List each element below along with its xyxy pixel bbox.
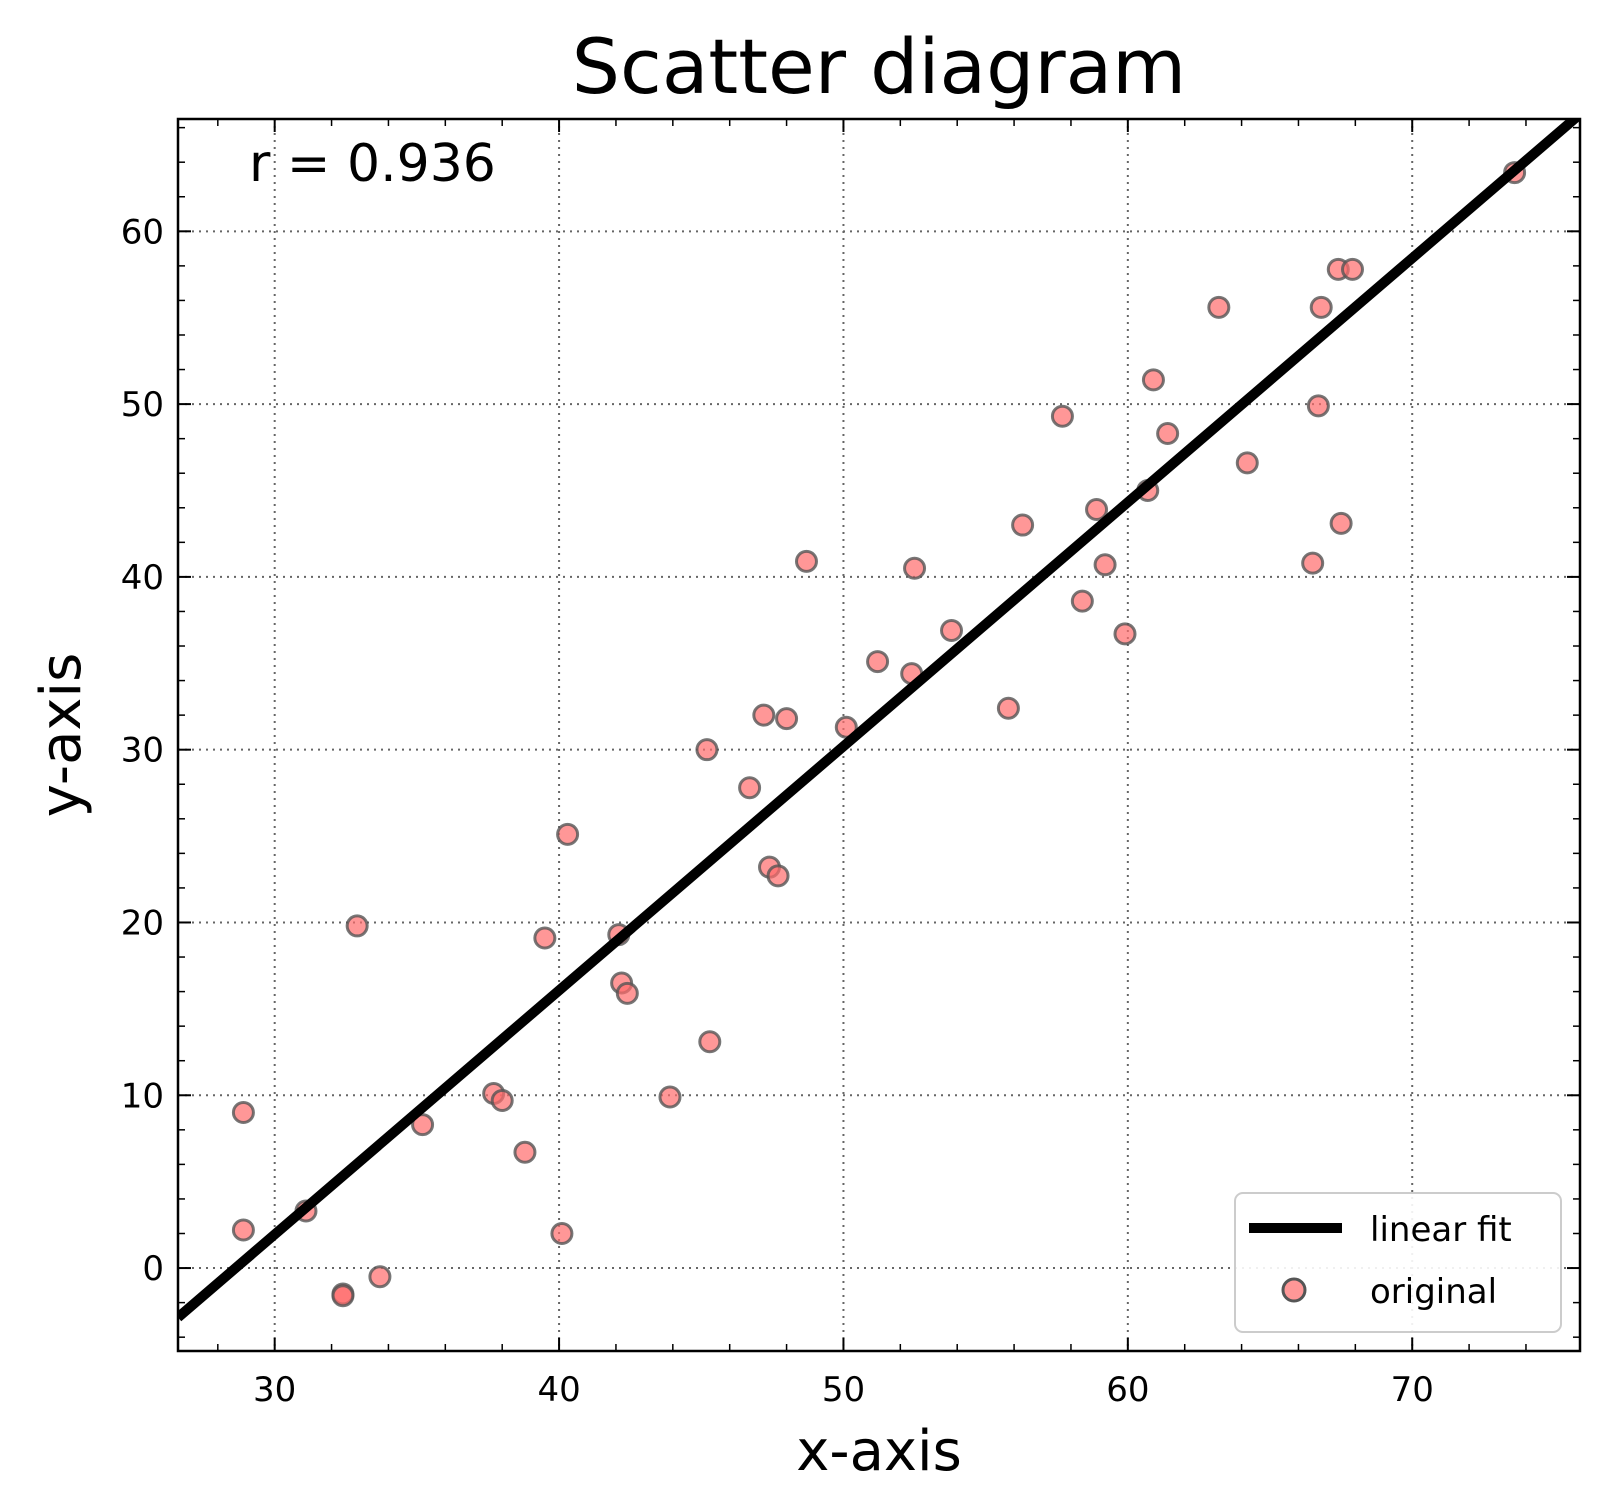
scatter-point [1050, 404, 1074, 428]
scatter-point [1085, 498, 1109, 522]
scatter-point [658, 1085, 682, 1109]
scatter-point [231, 1218, 255, 1242]
scatter-point [368, 1265, 392, 1289]
scatter-point [1070, 589, 1094, 613]
scatter-point [411, 1113, 435, 1137]
scatter-point [698, 1030, 722, 1054]
legend: linear fit original [1234, 1192, 1562, 1333]
scatter-point [1301, 551, 1325, 575]
scatter-point [903, 556, 927, 580]
scatter-point [1329, 511, 1353, 535]
scatter-point [1011, 513, 1035, 537]
y-tick-label: 0 [142, 1249, 164, 1289]
scatter-point [766, 864, 790, 888]
scatter-point [794, 549, 818, 573]
scatter-point [1235, 451, 1259, 475]
tick-labels: 30 40 50 60 70 0 10 20 30 40 50 60 [121, 212, 1434, 1410]
chart-title: Scatter diagram [572, 22, 1186, 111]
x-tick-label: 30 [253, 1370, 296, 1410]
scatter-point [1309, 295, 1333, 319]
x-axis-label: x-axis [796, 1419, 962, 1484]
scatter-point [996, 696, 1020, 720]
scatter-point [1156, 421, 1180, 445]
scatter-point [231, 1101, 255, 1125]
y-tick-label: 30 [121, 731, 164, 771]
scatter-point [1306, 394, 1330, 418]
legend-original-swatch [1281, 1277, 1307, 1303]
plot-frame [176, 117, 1582, 1353]
scatter-point [1340, 257, 1364, 281]
scatter-point [1141, 368, 1165, 392]
scatter-point [738, 776, 762, 800]
scatter-point [533, 926, 557, 950]
x-tick-label: 50 [822, 1370, 865, 1410]
grid-lines [178, 119, 1580, 1351]
scatter-point [615, 981, 639, 1005]
y-tick-label: 50 [121, 385, 164, 425]
x-tick-label: 40 [537, 1370, 580, 1410]
correlation-annotation: r = 0.936 [249, 134, 496, 194]
x-tick-label: 70 [1391, 1370, 1434, 1410]
scatter-point [513, 1140, 537, 1164]
y-axis-label: y-axis [29, 653, 94, 818]
y-tick-label: 20 [121, 903, 164, 943]
x-tick-label: 60 [1106, 1370, 1149, 1410]
legend-original-label: original [1370, 1272, 1497, 1312]
fit-line-group [178, 119, 1580, 1322]
scatter-point [550, 1222, 574, 1246]
scatter-point [775, 707, 799, 731]
scatter-point [940, 618, 964, 642]
scatter-point [834, 715, 858, 739]
major-ticks [178, 119, 1580, 1351]
scatter-point [695, 738, 719, 762]
y-tick-label: 60 [121, 212, 164, 252]
scatter-point [752, 703, 776, 727]
scatter-point [556, 822, 580, 846]
scatter-point [866, 650, 890, 674]
minor-ticks [178, 119, 1580, 1351]
legend-fit-label: linear fit [1370, 1210, 1512, 1250]
y-tick-label: 10 [121, 1076, 164, 1116]
scatter-point [490, 1088, 514, 1112]
scatter-point [331, 1284, 355, 1308]
scatter-point [1207, 295, 1231, 319]
linear-fit-line [178, 119, 1580, 1322]
scatter-point [1093, 553, 1117, 577]
scatter-point [1113, 622, 1137, 646]
y-tick-label: 40 [121, 558, 164, 598]
scatter-point [345, 914, 369, 938]
